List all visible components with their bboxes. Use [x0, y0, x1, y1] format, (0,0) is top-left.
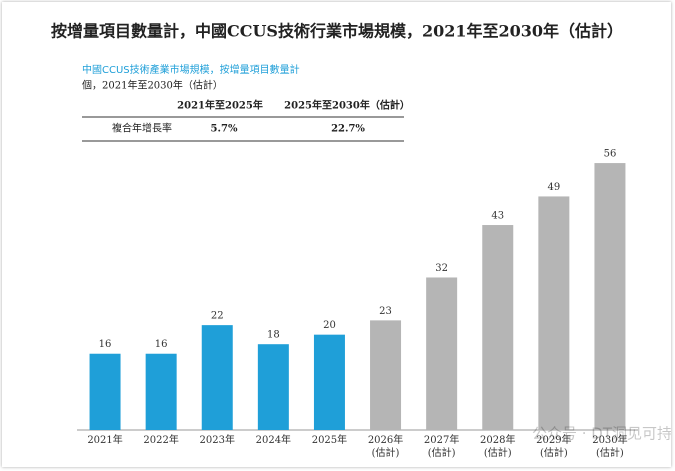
bar: [313, 334, 345, 430]
table-header: 2021年至2025年: [177, 99, 263, 112]
x-tick-label: 2022年: [143, 435, 179, 446]
value-label: 16: [155, 339, 168, 350]
value-label: 32: [435, 263, 448, 274]
page: 按增量項目數量計，中國CCUS技術行業市場規模，2021年至2030年（估計） …: [2, 2, 671, 467]
chart: 按增量項目數量計，中國CCUS技術行業市場規模，2021年至2030年（估計） …: [51, 22, 671, 443]
watermark: 公众号 · DT洞见可持续: [532, 425, 671, 443]
bar: [201, 325, 233, 430]
bar: [482, 225, 514, 430]
bar: [370, 320, 402, 430]
value-label: 22: [211, 311, 224, 322]
table-header: 2025年至2030年（估計）: [284, 99, 410, 112]
x-tick-label: 2025年: [311, 435, 348, 446]
table-cell: 5.7%: [211, 124, 238, 135]
bar: [538, 196, 570, 430]
value-label: 49: [547, 182, 560, 193]
value-label: 18: [267, 330, 280, 341]
chart-title: 按增量項目數量計，中國CCUS技術行業市場規模，2021年至2030年（估計）: [51, 22, 623, 41]
bar: [145, 353, 177, 430]
unit-label: 個，2021年至2030年（估計）: [82, 79, 223, 92]
value-label: 20: [323, 320, 336, 331]
x-tick-label: 2026年 (估計): [367, 435, 404, 459]
x-tick-label: 2021年: [87, 435, 123, 446]
bar: [594, 163, 626, 431]
x-tick-label: 2024年: [255, 435, 292, 446]
table-cell: 22.7%: [331, 124, 365, 135]
x-tick-label: 2027年 (估計): [423, 435, 460, 459]
value-label: 23: [379, 306, 392, 317]
table-cell: 複合年增長率: [112, 122, 172, 135]
value-label: 16: [99, 339, 112, 350]
bar: [426, 277, 458, 430]
x-tick-label: 2030年 (估計): [592, 435, 628, 459]
chart-subtitle: 中國CCUS技術產業市場規模，按增量項目數量計: [82, 63, 300, 76]
x-tick-label: 2029年 (估計): [536, 435, 572, 459]
x-tick-label: 2023年: [199, 435, 235, 446]
bar: [89, 353, 121, 430]
bar: [257, 344, 289, 430]
value-label: 43: [491, 211, 504, 222]
value-label: 56: [604, 149, 617, 160]
x-tick-label: 2028年 (估計): [480, 435, 516, 459]
